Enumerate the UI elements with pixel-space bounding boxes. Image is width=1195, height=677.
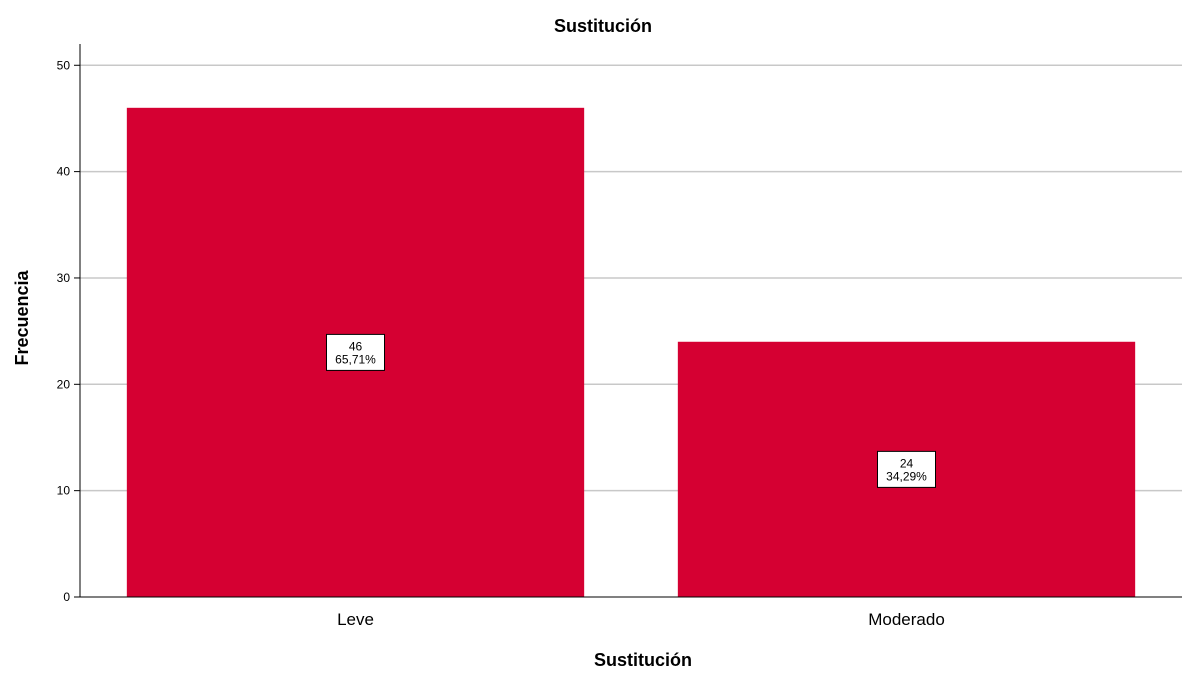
bars	[126, 107, 1136, 598]
x-axis-label: Sustitución	[594, 650, 692, 670]
x-tick-label: Leve	[337, 610, 374, 629]
data-label-percent: 34,29%	[886, 469, 927, 483]
axes	[74, 44, 1182, 598]
data-label-count: 24	[900, 456, 914, 470]
y-tick-label: 50	[57, 58, 71, 72]
x-tick-label: Moderado	[868, 610, 945, 629]
y-tick-label: 0	[63, 590, 70, 604]
y-tick-label: 30	[57, 271, 71, 285]
y-tick-label: 20	[57, 377, 71, 391]
y-tick-label: 40	[57, 165, 71, 179]
chart-title: Sustitución	[554, 16, 652, 36]
tick-labels: 0 10 20 30 40 50 Leve Moderado	[57, 58, 945, 629]
data-label-box	[326, 333, 385, 371]
data-label-box	[877, 450, 936, 488]
y-tick-label: 10	[57, 484, 71, 498]
y-axis-label: Frecuencia	[12, 269, 32, 365]
data-label-percent: 65,71%	[335, 352, 376, 366]
data-label-count: 46	[349, 339, 363, 353]
